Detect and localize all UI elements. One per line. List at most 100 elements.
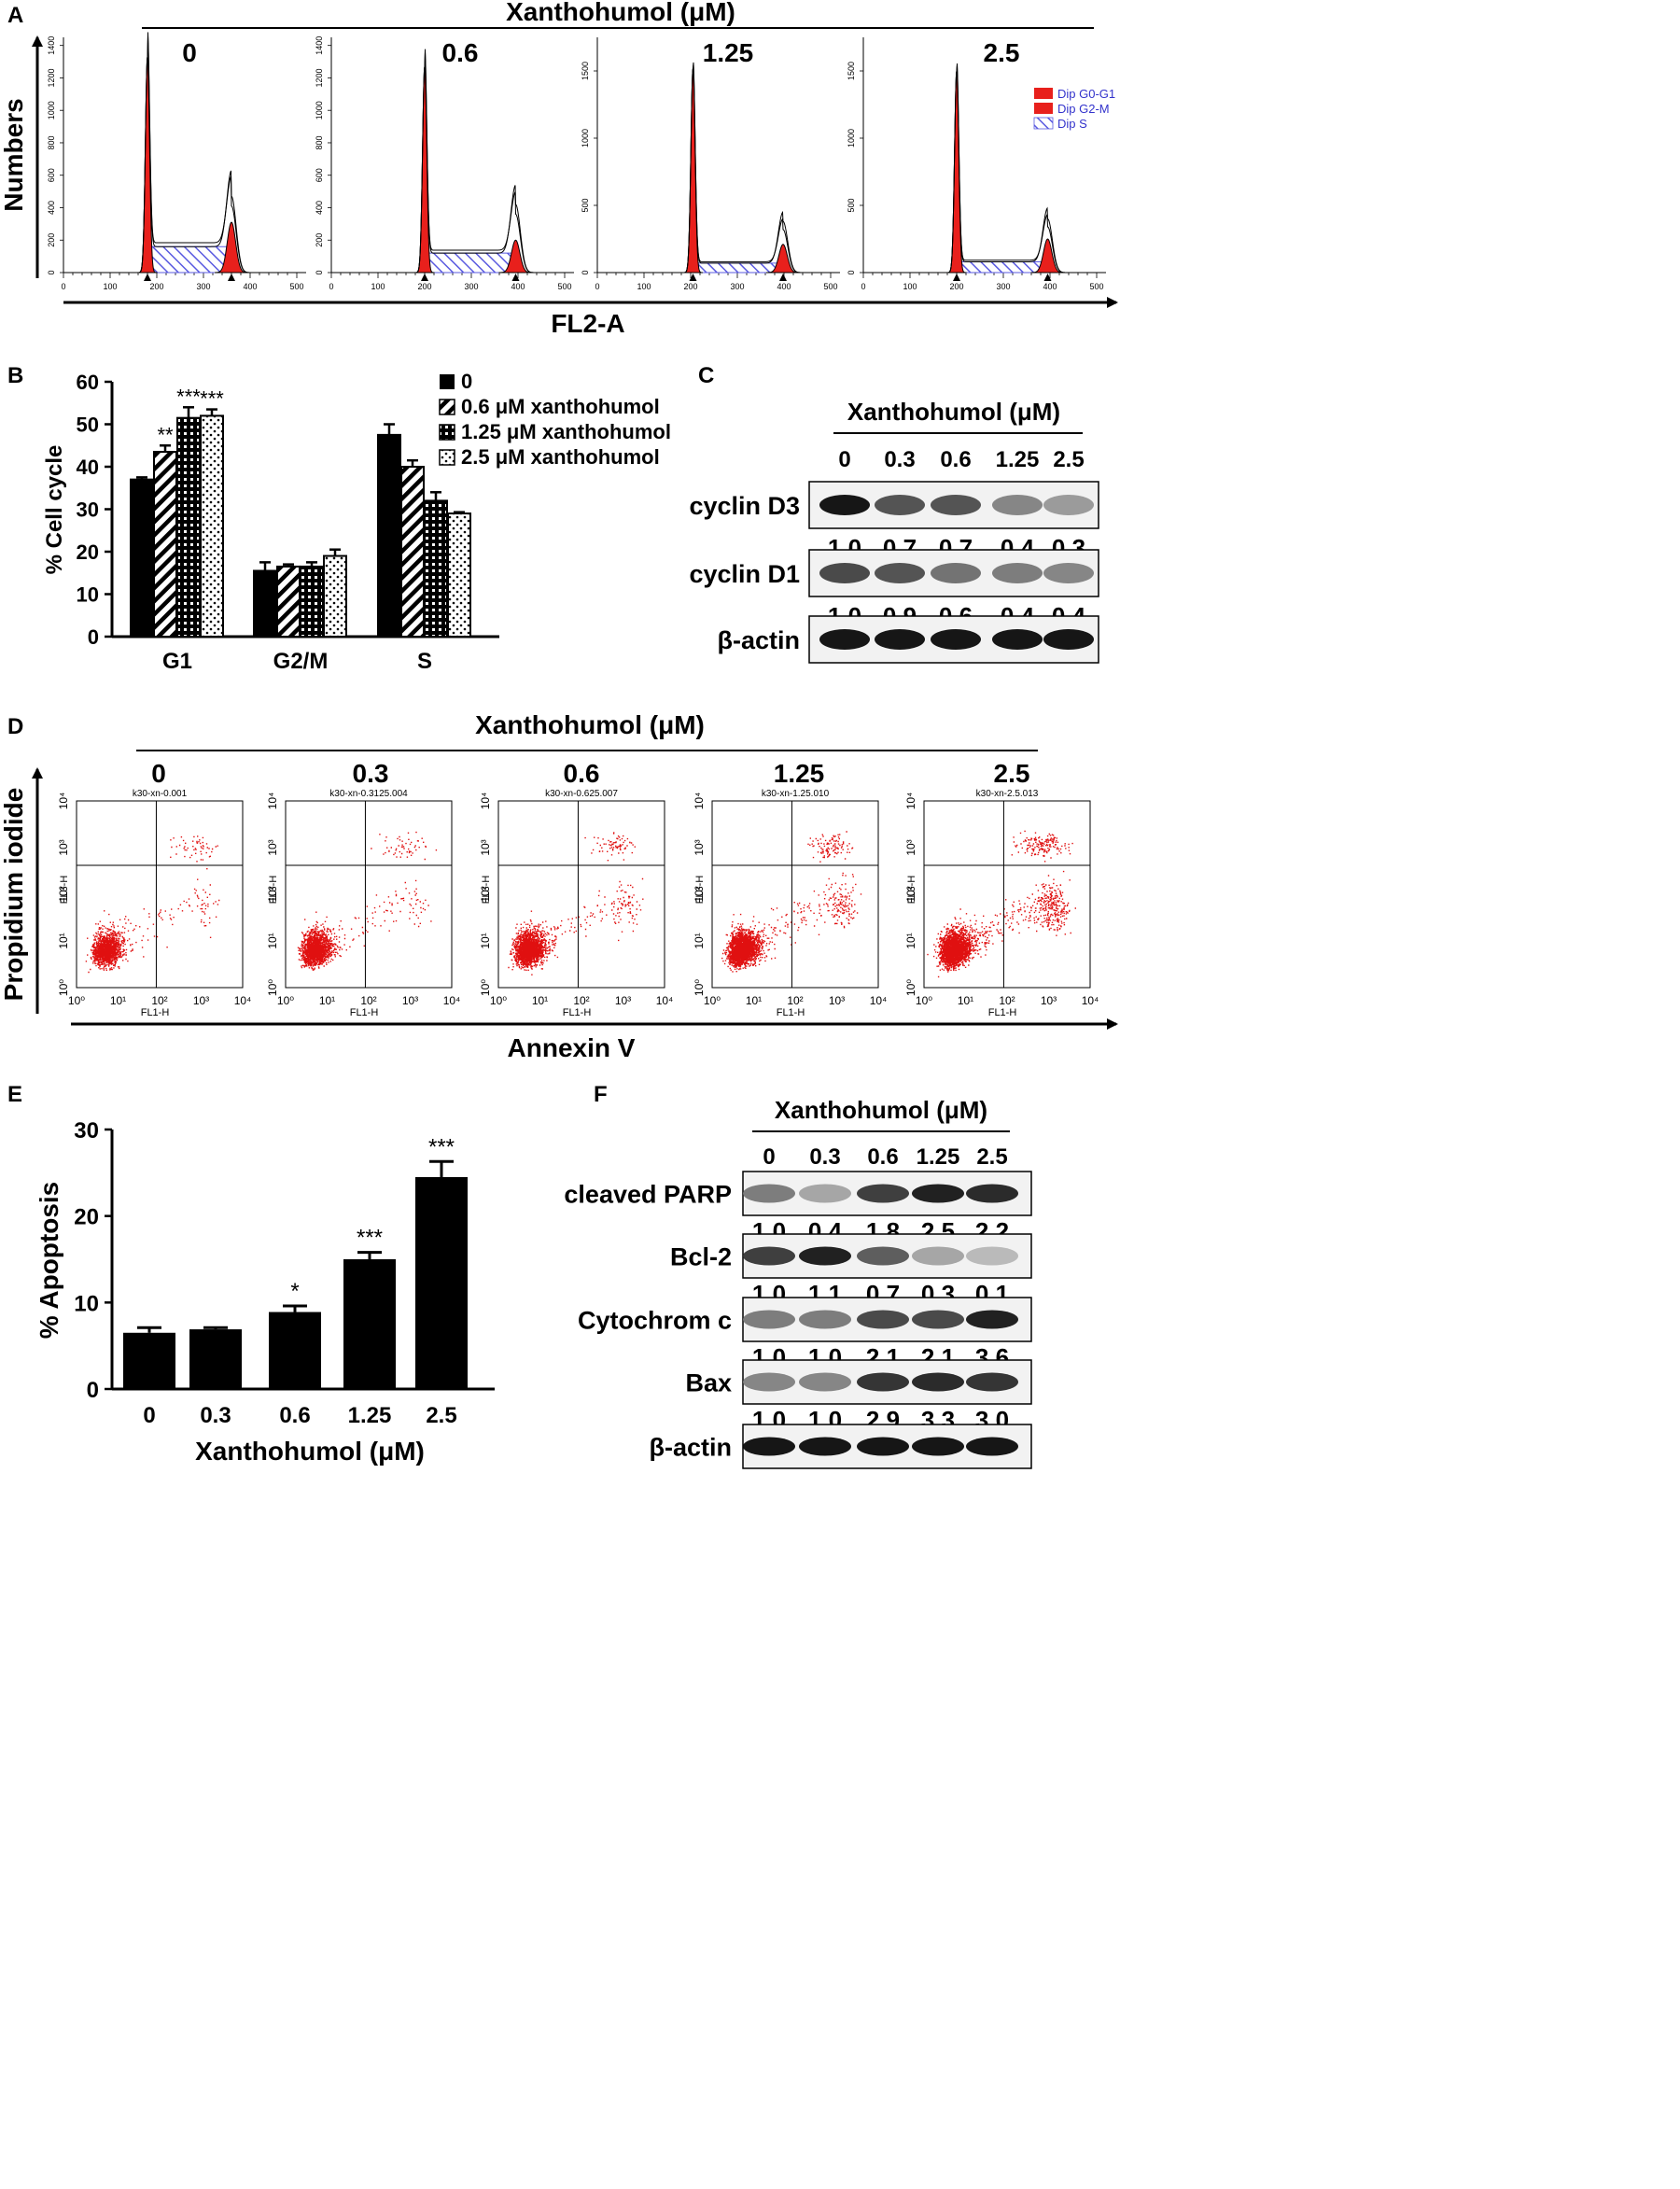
histogram-dose-label: 0 [182, 38, 197, 67]
legend-swatch-s [1033, 117, 1054, 130]
scatter-y-label: FL3-H [481, 876, 492, 905]
b-y-tick-label: 20 [77, 540, 99, 564]
legend-b-swatch-0 [440, 374, 455, 389]
x-tick-label: 400 [777, 282, 791, 291]
blot-label: β-actin [650, 1434, 733, 1462]
blot-label: Bax [685, 1369, 732, 1397]
scatter-x-tick-label: 10² [151, 994, 167, 1007]
blot-band [992, 495, 1043, 515]
scatter-x-tick-label: 10³ [615, 994, 631, 1007]
b-bar [253, 569, 277, 638]
scatter-x-label: FL1-H [350, 1007, 379, 1018]
blot-band [743, 1437, 795, 1456]
scatter-x-tick-label: 10¹ [319, 994, 335, 1007]
legend-label-g2m: Dip G2-M [1057, 102, 1110, 116]
y-tick-label: 1000 [581, 129, 590, 147]
histogram-envelope [946, 63, 1067, 274]
b-bar [176, 416, 201, 638]
peak-marker [779, 274, 787, 281]
histogram-group: 00 100 200 300 400 50002004006008001000120014… [47, 32, 1106, 291]
scatter-y-tick-label: 10³ [57, 839, 70, 855]
scatter-y-tick-label: 10² [479, 886, 492, 902]
peak-marker [421, 274, 428, 281]
legend-b-label-1: 0.6 μM xanthohumol [461, 395, 660, 418]
scatter-y-tick-label: 10² [57, 886, 70, 902]
panel-a-header: Xanthohumol (μM) [506, 0, 735, 26]
y-tick-label: 1000 [847, 129, 856, 147]
e-significance: *** [357, 1226, 383, 1251]
histogram-envelope [683, 62, 803, 274]
g1-peak [946, 70, 967, 274]
e-category-label: 0 [143, 1403, 155, 1428]
scatter-y-tick-label: 10³ [479, 839, 492, 855]
scatter-dose-label: 0.3 [353, 759, 389, 788]
blot-label: cyclin D3 [689, 492, 800, 520]
scatter-y-tick-label: 10¹ [904, 933, 917, 948]
e-significance: *** [428, 1134, 455, 1159]
blot-band [992, 563, 1043, 583]
panel-a-x-axis-label: FL2-A [551, 309, 624, 338]
histogram-dose-label: 2.5 [984, 38, 1020, 67]
scatter-y-tick-label: 10⁴ [693, 793, 706, 810]
scatter-file-label: k30-xn-1.25.010 [762, 789, 830, 799]
x-tick-label: 200 [417, 282, 431, 291]
scatter-x-tick-label: 10² [573, 994, 589, 1007]
panel-e-bars: ******* [123, 1134, 468, 1389]
y-tick-label: 1400 [47, 36, 56, 55]
panel-label-e: E [7, 1082, 22, 1107]
b-y-tick-label: 60 [77, 371, 99, 394]
histogram-envelope [414, 49, 535, 274]
scatter-y-label: FL3-H [59, 876, 70, 905]
e-category-label: 2.5 [426, 1403, 456, 1428]
scatter-x-tick-label: 10⁴ [1082, 994, 1099, 1007]
scatter-y-tick-label: 10⁰ [693, 979, 706, 996]
histogram-3: 1.25 0 100 200 300 400 500 0 500 1000 1500 [581, 37, 840, 291]
scatter-file-label: k30-xn-2.5.013 [976, 789, 1039, 799]
scatter-y-tick-label: 10³ [693, 839, 706, 855]
panel-label-d: D [7, 714, 23, 739]
blot-label: Cytochrom c [578, 1307, 732, 1335]
blot-band [857, 1184, 909, 1203]
x-tick-label: 400 [1043, 282, 1057, 291]
scatter-y-label: FL3-H [268, 876, 279, 905]
s-phase-area [147, 246, 232, 274]
y-tick-label: 0 [847, 270, 856, 274]
scatter-y-tick-label: 10² [693, 886, 706, 902]
scatter-x-tick-label: 10² [787, 994, 803, 1007]
panel-b-legend: 0 0.6 μM xanthohumol 1.25 μM xanthohumol… [439, 370, 671, 469]
x-tick-label: 300 [464, 282, 478, 291]
b-bar [153, 451, 177, 638]
scatter-x-label: FL1-H [141, 1007, 170, 1018]
y-tick-label: 500 [581, 198, 590, 212]
panel-a-y-axis-label: Numbers [0, 98, 28, 211]
blot-band [912, 1372, 964, 1392]
panel-d-x-axis-label: Annexin V [508, 1033, 636, 1062]
panel-d-header: Xanthohumol (μM) [475, 710, 705, 739]
scatter-y-tick-label: 10⁰ [57, 979, 70, 996]
panel-label-c: C [698, 363, 714, 388]
e-y-tick-label: 10 [74, 1291, 99, 1316]
x-tick-label: 0 [61, 282, 65, 291]
b-bar [424, 499, 448, 638]
scatter-file-label: k30-xn-0.625.007 [545, 789, 618, 799]
e-category-label: 0.6 [279, 1403, 310, 1428]
x-tick-label: 500 [1089, 282, 1103, 291]
y-tick-label: 1200 [315, 68, 324, 87]
blot-band [799, 1310, 851, 1329]
x-tick-label: 500 [823, 282, 837, 291]
e-y-tick-label: 30 [74, 1118, 99, 1144]
y-tick-label: 1200 [47, 68, 56, 87]
blot-band [966, 1437, 1018, 1456]
blot-band [743, 1310, 795, 1329]
legend-b-label-0: 0 [461, 370, 472, 393]
y-tick-label: 1400 [315, 36, 324, 55]
e-significance: * [290, 1279, 299, 1304]
x-tick-label: 100 [637, 282, 651, 291]
scatter-y-label: FL3-H [694, 876, 706, 905]
scatter-y-tick-label: 10⁴ [266, 793, 279, 810]
blot-band [743, 1246, 795, 1266]
x-tick-label: 200 [949, 282, 963, 291]
blot-band [966, 1372, 1018, 1392]
